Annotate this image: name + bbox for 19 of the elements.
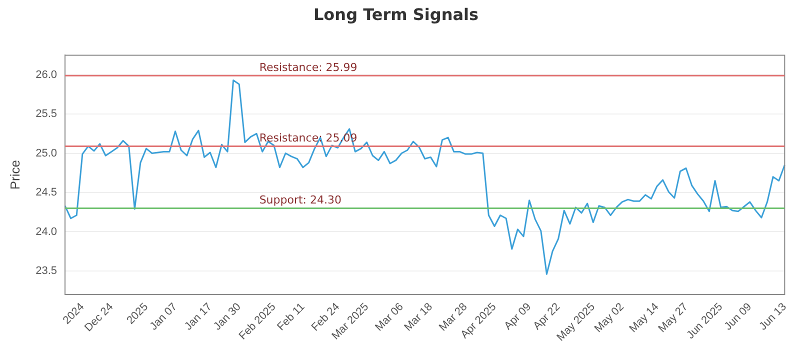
chart-title: Long Term Signals: [313, 4, 479, 24]
y-tick-label: 26.0: [36, 68, 58, 81]
y-tick-label: 25.0: [36, 147, 58, 160]
x-tick-label: Apr 09: [502, 300, 534, 332]
x-tick-label: Jun 13: [757, 300, 789, 333]
y-axis-title: Price: [7, 160, 22, 190]
x-tick-label: Jun 09: [722, 300, 754, 333]
x-tick-label: Feb 11: [275, 300, 308, 334]
x-tick-label: Jan 17: [182, 300, 214, 333]
x-tick-label: Dec 24: [82, 300, 116, 334]
y-tick-label: 24.0: [36, 226, 58, 238]
x-tick-label: Mar 18: [402, 300, 435, 334]
y-tick-label: 23.5: [36, 265, 58, 277]
ref-line-label: Support: 24.30: [259, 194, 342, 207]
y-tick-label: 25.5: [36, 108, 58, 120]
x-tick-label: Jan 07: [148, 300, 180, 333]
ref-line-label: Resistance: 25.99: [259, 60, 358, 74]
x-tick-label: Jan 30: [212, 300, 244, 333]
y-tick-label: 24.5: [36, 186, 58, 199]
